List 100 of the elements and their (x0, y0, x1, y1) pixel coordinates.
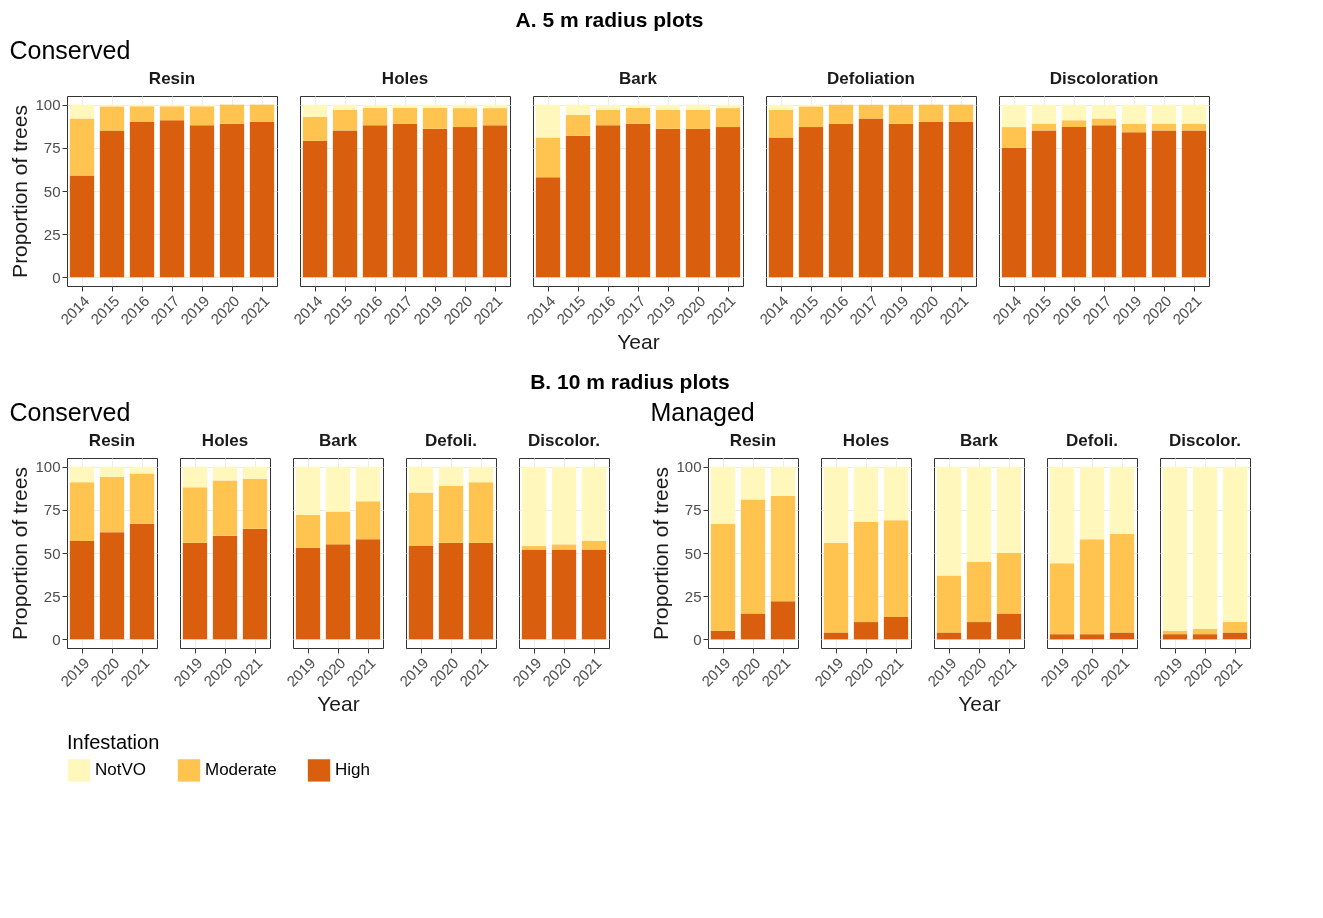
bar (1001, 104, 1027, 128)
bar (1109, 534, 1135, 633)
bar (858, 104, 884, 119)
bar (482, 125, 508, 278)
bar (655, 109, 681, 129)
bar (355, 539, 381, 640)
bar (1151, 104, 1177, 124)
y-tick-label: 75 (43, 501, 61, 519)
y-tick-label: 0 (693, 630, 702, 648)
bar (69, 175, 95, 278)
bar (1049, 634, 1075, 640)
bar (1061, 104, 1087, 121)
bar (655, 128, 681, 278)
legend-label: High (335, 760, 370, 780)
y-tick-label: 100 (676, 458, 702, 476)
bar (212, 480, 238, 536)
bar (99, 130, 125, 278)
bar (883, 520, 909, 617)
y-tick-label: 75 (684, 501, 702, 519)
bar (295, 466, 321, 515)
chart-title: Bark (619, 69, 658, 88)
bar (249, 104, 275, 122)
bar (966, 466, 992, 562)
y-tick-label: 0 (52, 268, 61, 286)
bar (595, 109, 621, 126)
bar (1192, 466, 1218, 629)
bar (1162, 466, 1188, 631)
bar (883, 616, 909, 640)
chart-title: Holes (842, 431, 890, 450)
bar (1079, 539, 1105, 635)
bar (1079, 466, 1105, 540)
bar (535, 137, 561, 178)
bar (770, 601, 796, 640)
bar (828, 104, 854, 124)
y-tick-label: 25 (43, 225, 61, 243)
bar (1181, 104, 1207, 124)
text: B. 10 m radius plots (530, 369, 730, 393)
bar (1091, 104, 1117, 119)
bar (535, 177, 561, 278)
bar (595, 104, 621, 110)
bar (1222, 632, 1248, 640)
bar (69, 104, 95, 119)
chart-title: Bark (319, 431, 358, 450)
x-axis-title: Year (958, 691, 1001, 715)
bar (715, 108, 741, 128)
chart-title: Resin (88, 431, 136, 450)
y-tick-label: 0 (52, 630, 61, 648)
bar (219, 104, 245, 124)
bar (1192, 634, 1218, 640)
y-axis-title: Proportion of trees (8, 105, 32, 278)
bar (242, 466, 268, 479)
bar (1049, 466, 1075, 564)
bar (828, 123, 854, 278)
bar (996, 613, 1022, 640)
bar (888, 104, 914, 124)
chart-title: Holes (201, 431, 249, 450)
bar (823, 466, 849, 543)
bar (551, 544, 577, 550)
bar (768, 109, 794, 138)
bar (408, 492, 434, 547)
x-axis-title: Year (317, 691, 360, 715)
bar (710, 523, 736, 631)
bar (1151, 130, 1177, 278)
chart-title: Discolor. (1169, 431, 1241, 450)
bar (1121, 132, 1147, 278)
bar (332, 104, 358, 110)
bar (422, 128, 448, 278)
y-tick-label: 100 (35, 96, 61, 114)
bar (740, 613, 766, 640)
bar (853, 622, 879, 640)
bar (325, 511, 351, 545)
bar (521, 549, 547, 640)
chart-subtitle: Managed (650, 397, 755, 426)
bar (1151, 123, 1177, 131)
bar (740, 466, 766, 500)
bar (521, 466, 547, 547)
bar (182, 542, 208, 640)
bar (1031, 123, 1057, 131)
bar (1222, 622, 1248, 633)
bar (918, 104, 944, 122)
bar (242, 478, 268, 529)
bar (858, 118, 884, 278)
bar (853, 466, 879, 522)
legend-label: NotVO (95, 760, 147, 780)
text: A. 5 m radius plots (515, 7, 704, 31)
bar (1121, 123, 1147, 133)
bar (129, 121, 155, 278)
bar (521, 546, 547, 550)
bar (99, 477, 125, 533)
bar (565, 135, 591, 278)
bar (1121, 104, 1147, 124)
bar (1049, 563, 1075, 635)
legend-label: Moderate (205, 760, 277, 780)
bar (129, 473, 155, 524)
bar (936, 632, 962, 640)
bar (189, 125, 215, 278)
bar (1001, 147, 1027, 278)
bar (212, 466, 238, 481)
bar (69, 118, 95, 176)
bar (581, 466, 607, 541)
